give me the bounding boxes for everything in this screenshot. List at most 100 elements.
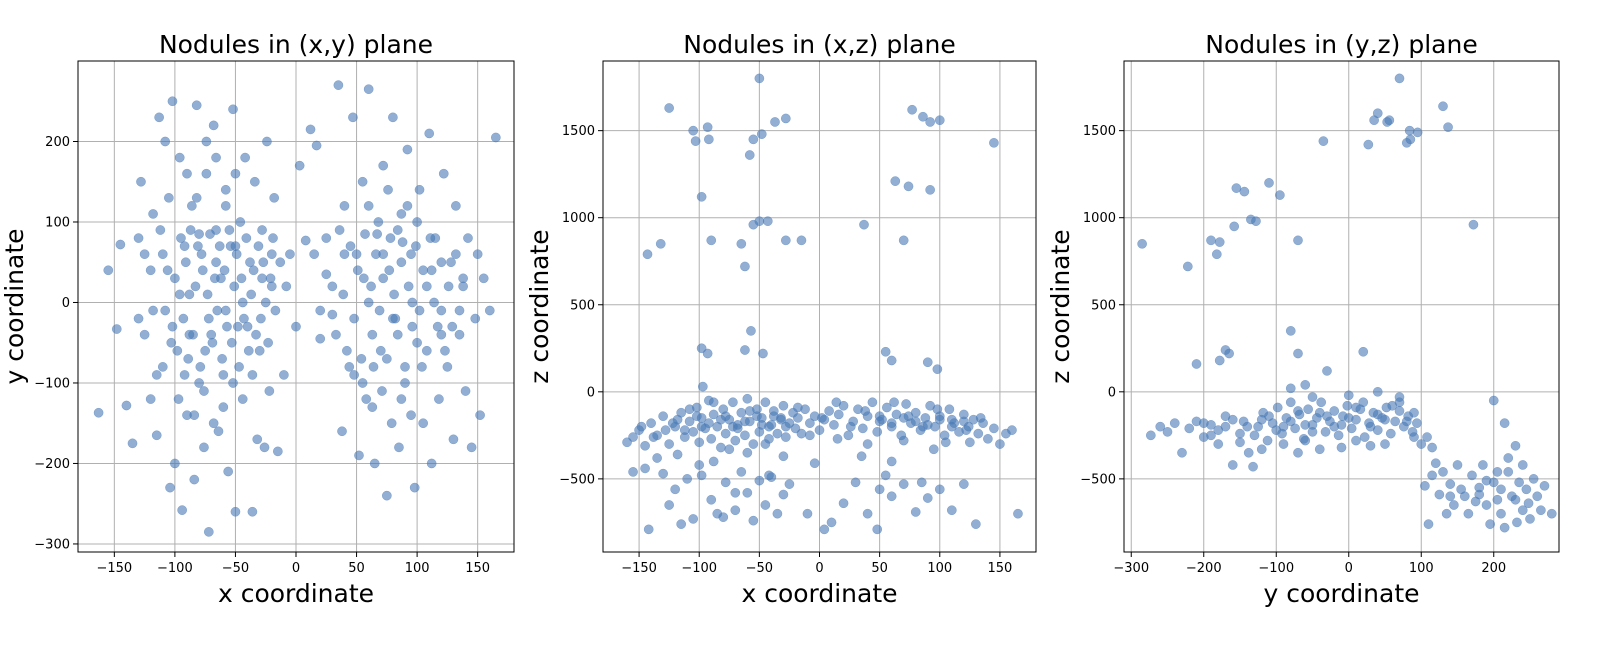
data-point: [411, 241, 421, 251]
data-point: [136, 176, 146, 187]
data-point: [658, 468, 668, 479]
data-point: [859, 219, 869, 230]
data-point: [202, 289, 213, 300]
data-point: [339, 249, 350, 260]
data-point: [934, 484, 945, 495]
x-tick-label: 200: [1481, 561, 1506, 576]
data-point: [1262, 435, 1273, 446]
data-point: [971, 519, 981, 529]
data-point: [490, 132, 501, 143]
data-point: [740, 416, 750, 427]
data-point: [720, 477, 731, 488]
data-point: [934, 115, 945, 126]
data-point: [684, 404, 695, 415]
data-point: [903, 181, 914, 192]
data-point: [1385, 428, 1396, 439]
data-point: [922, 357, 933, 368]
data-point: [375, 345, 386, 356]
data-point: [1264, 178, 1274, 188]
data-point: [780, 421, 791, 432]
data-point: [1510, 494, 1521, 505]
data-point: [1420, 480, 1430, 491]
data-point: [831, 397, 842, 408]
data-point: [1412, 418, 1422, 429]
data-point: [327, 309, 338, 320]
data-point: [688, 514, 699, 524]
data-point: [272, 446, 283, 457]
data-point: [432, 321, 443, 332]
data-point: [407, 297, 418, 308]
data-point: [684, 416, 695, 427]
data-point: [285, 249, 295, 260]
data-point: [646, 418, 656, 429]
data-point: [223, 466, 234, 477]
data-point: [262, 136, 272, 147]
data-point: [233, 321, 243, 332]
data-point: [219, 265, 230, 276]
data-point: [214, 241, 225, 251]
data-point: [742, 487, 753, 498]
data-point: [154, 112, 164, 123]
data-point: [880, 346, 891, 357]
data-point: [636, 421, 647, 432]
data-point: [1409, 432, 1419, 442]
data-point: [1523, 498, 1534, 509]
data-point: [196, 249, 207, 260]
data-point: [388, 112, 398, 123]
data-point: [898, 479, 909, 489]
data-point: [817, 413, 827, 423]
data-point: [185, 225, 196, 235]
data-point: [218, 402, 229, 412]
data-point: [670, 484, 681, 495]
data-point: [1229, 221, 1240, 232]
y-tick-label: 1000: [562, 211, 595, 226]
data-point: [1499, 522, 1510, 533]
data-point: [210, 273, 220, 284]
data-point: [1248, 461, 1258, 472]
data-point: [436, 257, 447, 268]
data-point: [694, 460, 705, 470]
data-point: [418, 265, 429, 276]
data-point: [383, 184, 393, 195]
data-point: [103, 265, 114, 276]
data-point: [200, 345, 211, 356]
y-axis-label: y coordinate: [0, 228, 29, 384]
data-point: [1365, 440, 1376, 451]
data-point: [995, 439, 1005, 449]
data-point: [174, 152, 185, 163]
data-point: [160, 305, 171, 316]
data-point: [660, 425, 671, 435]
data-point: [857, 423, 868, 434]
data-point: [989, 137, 999, 148]
data-point: [805, 430, 815, 441]
data-point: [305, 124, 316, 135]
data-point: [396, 257, 407, 268]
data-point: [206, 329, 217, 340]
data-point: [195, 362, 206, 372]
data-point: [191, 192, 202, 203]
data-point: [263, 337, 273, 348]
data-point: [448, 434, 459, 445]
data-point: [944, 404, 955, 415]
data-point: [780, 113, 791, 124]
data-point: [1496, 484, 1506, 495]
y-tick-label: 0: [62, 296, 70, 311]
data-point: [357, 378, 368, 388]
data-point: [351, 249, 362, 260]
subplot-2: −150 −100 −50 0 50 100 150−500050010001500Nodu…: [525, 30, 1037, 608]
data-point: [421, 281, 432, 292]
data-point: [484, 305, 495, 316]
data-point: [688, 125, 699, 136]
data-point: [191, 100, 202, 111]
data-point: [1485, 519, 1495, 529]
data-point: [780, 432, 791, 442]
data-point: [446, 257, 456, 268]
data-point: [1438, 101, 1448, 112]
data-point: [172, 345, 183, 356]
data-point: [266, 249, 277, 260]
data-point: [740, 261, 750, 272]
data-point: [157, 249, 168, 260]
data-point: [208, 120, 219, 131]
data-point: [832, 433, 843, 444]
